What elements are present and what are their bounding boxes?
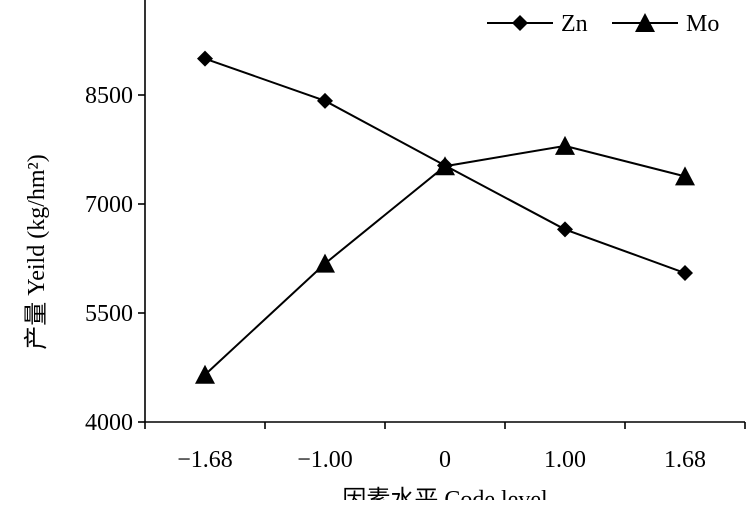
y-axis-title: 产量 Yeild (kg/hm²): [23, 154, 50, 349]
data-point-zn: [677, 265, 693, 282]
data-point-mo: [195, 364, 215, 384]
x-tick-label: −1.68: [177, 447, 233, 473]
data-point-mo: [555, 135, 575, 155]
data-point-mo: [675, 166, 695, 186]
x-axis-title: 因素水平 Code level: [342, 486, 548, 500]
legend-label-zn: Zn: [561, 11, 588, 37]
series-layer: [195, 50, 695, 384]
legend-marker-mo: [635, 13, 655, 32]
series-mo: [195, 135, 695, 384]
data-point-mo: [315, 253, 335, 273]
y-tick-label: 7000: [85, 192, 133, 218]
data-point-zn: [317, 92, 333, 109]
y-tick-label: 4000: [85, 410, 133, 436]
x-tick-label: 1.68: [664, 447, 706, 473]
data-point-zn: [557, 221, 573, 238]
legend: Zn Mo: [487, 11, 719, 37]
legend-item-mo: Mo: [612, 11, 719, 37]
x-tick-label: 1.00: [544, 447, 586, 473]
y-tick-label: 5500: [85, 301, 133, 327]
y-tick-label: 8500: [85, 83, 133, 109]
legend-marker-zn: [512, 15, 528, 31]
legend-label-mo: Mo: [686, 11, 719, 37]
data-point-mo: [435, 156, 455, 176]
series-line-mo: [204, 144, 686, 376]
data-point-zn: [197, 50, 213, 67]
x-tick-label: 0: [439, 447, 451, 473]
legend-item-zn: Zn: [487, 11, 588, 37]
x-tick-label: −1.00: [297, 447, 353, 473]
